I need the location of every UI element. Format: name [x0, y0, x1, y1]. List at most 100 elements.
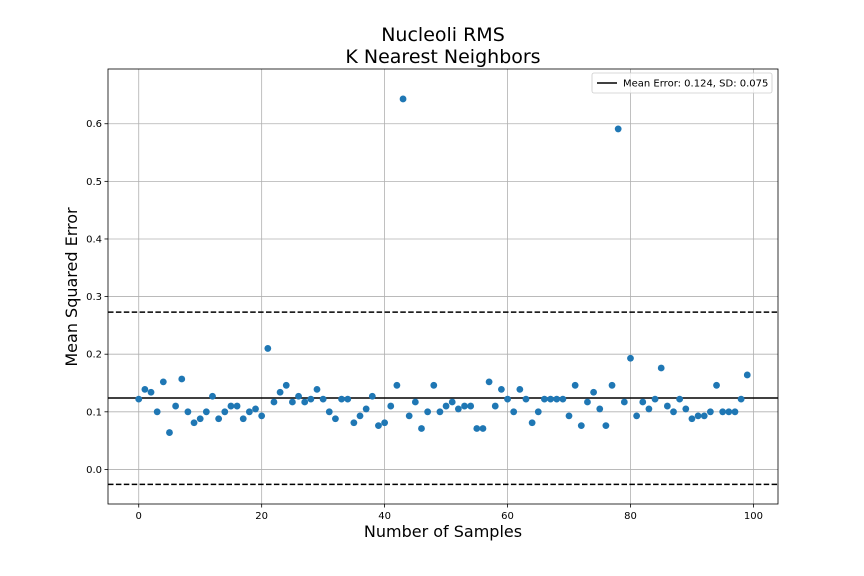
- data-point: [454, 405, 462, 413]
- data-point: [663, 402, 671, 410]
- data-point: [221, 408, 229, 416]
- data-point: [620, 398, 628, 406]
- data-point: [559, 395, 567, 403]
- data-point: [375, 422, 382, 430]
- data-point: [295, 392, 302, 400]
- data-point: [651, 395, 659, 403]
- data-point: [645, 405, 653, 413]
- data-point: [405, 412, 413, 420]
- data-point: [682, 405, 690, 413]
- data-point: [190, 419, 198, 427]
- data-point: [565, 412, 573, 420]
- data-point: [614, 125, 622, 133]
- data-point: [602, 422, 610, 430]
- data-point: [547, 395, 554, 403]
- data-point: [289, 398, 296, 406]
- x-tick-label: 40: [378, 511, 391, 522]
- data-point: [700, 412, 708, 420]
- data-point: [430, 381, 438, 389]
- x-tick-label: 80: [624, 511, 637, 522]
- data-point: [516, 385, 524, 393]
- y-tick-label: 0.6: [86, 119, 102, 130]
- y-tick-label: 0.2: [86, 350, 102, 361]
- data-point: [338, 395, 345, 403]
- data-point: [743, 371, 751, 379]
- data-point: [141, 385, 149, 393]
- data-point: [590, 388, 597, 396]
- data-point: [479, 425, 487, 432]
- data-point: [571, 381, 579, 389]
- y-axis-label: Mean Squared Error: [62, 207, 81, 367]
- data-point: [491, 402, 499, 410]
- data-point: [504, 395, 511, 403]
- axes: 0 20 40 60 80 100 0.0 0.1 0.2 0.3 0.4 0.5 0.6: [86, 68, 779, 522]
- data-point: [215, 415, 223, 423]
- data-point: [461, 402, 468, 410]
- data-point: [725, 408, 733, 416]
- data-point: [184, 408, 192, 416]
- data-point: [202, 408, 210, 416]
- data-point: [534, 408, 542, 416]
- data-point: [282, 381, 290, 389]
- data-point: [411, 398, 419, 406]
- legend-label: Mean Error: 0.124, SD: 0.075: [623, 79, 768, 90]
- data-point: [633, 412, 641, 420]
- data-point: [270, 398, 278, 406]
- data-point: [467, 402, 475, 410]
- data-point: [596, 405, 604, 413]
- data-point: [196, 415, 204, 423]
- data-point: [276, 388, 284, 396]
- data-point: [307, 395, 315, 403]
- data-point: [657, 364, 665, 372]
- data-point: [209, 392, 216, 400]
- y-tick-label: 0.5: [86, 177, 102, 188]
- x-tick-label: 0: [136, 511, 142, 522]
- data-point: [541, 395, 548, 403]
- data-point: [528, 419, 536, 427]
- data-point: [553, 395, 561, 403]
- data-point: [639, 398, 647, 406]
- data-point: [313, 385, 321, 393]
- x-tick-label: 60: [501, 511, 514, 522]
- data-point: [332, 415, 339, 423]
- data-point: [424, 408, 432, 416]
- data-point: [442, 402, 450, 410]
- data-point: [258, 412, 266, 420]
- data-point: [627, 354, 634, 362]
- data-point: [178, 375, 186, 383]
- data-point: [381, 419, 389, 427]
- data-point: [670, 408, 677, 416]
- data-point: [688, 415, 696, 423]
- data-point: [393, 381, 401, 389]
- data-point: [584, 398, 591, 406]
- data-point: [399, 95, 407, 103]
- data-point: [387, 402, 395, 410]
- data-points: [135, 95, 751, 436]
- data-point: [694, 412, 702, 420]
- plot-frame: [107, 68, 779, 505]
- data-point: [497, 385, 505, 393]
- y-tick-label: 0.0: [86, 465, 102, 476]
- chart-title: Nucleoli RMS: [381, 24, 505, 46]
- y-tick-label: 0.1: [86, 407, 102, 418]
- y-tick-label: 0.3: [86, 292, 102, 303]
- data-point: [522, 395, 530, 403]
- data-point: [325, 408, 333, 416]
- grid-lines: [108, 69, 778, 504]
- data-point: [719, 408, 727, 416]
- data-point: [153, 408, 161, 416]
- data-point: [172, 402, 180, 410]
- data-point: [245, 408, 253, 416]
- data-point: [147, 388, 155, 396]
- data-point: [135, 395, 143, 403]
- data-point: [356, 412, 364, 420]
- legend-box: [591, 72, 773, 94]
- data-point: [737, 395, 745, 403]
- chart-subtitle: K Nearest Neighbors: [345, 46, 540, 68]
- reference-lines: [108, 311, 778, 486]
- data-point: [233, 402, 241, 410]
- data-point: [448, 398, 456, 406]
- data-point: [510, 408, 518, 416]
